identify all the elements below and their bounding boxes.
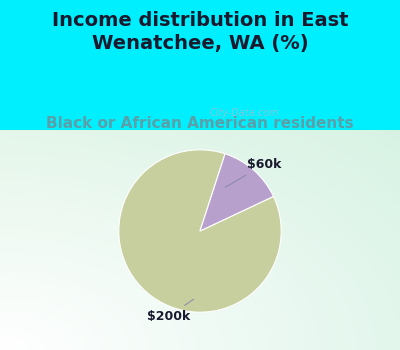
Text: Black or African American residents: Black or African American residents <box>46 116 354 131</box>
Wedge shape <box>200 154 274 231</box>
Text: $200k: $200k <box>147 299 194 323</box>
Text: Income distribution in East
Wenatchee, WA (%): Income distribution in East Wenatchee, W… <box>52 10 348 53</box>
Text: $60k: $60k <box>225 158 282 187</box>
Wedge shape <box>119 150 281 312</box>
Text: City-Data.com: City-Data.com <box>210 108 280 118</box>
